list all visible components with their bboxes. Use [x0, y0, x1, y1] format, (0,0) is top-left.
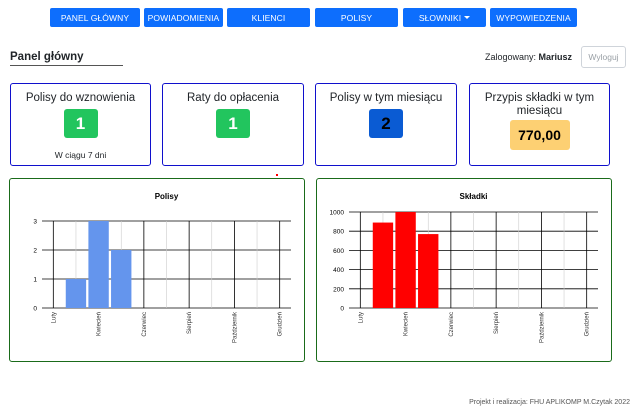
policies-chart-bar — [88, 221, 109, 308]
card-renewals-value: 1 — [63, 109, 98, 138]
main-nav: PANEL GŁÓWNY POWIADOMIENIA KLIENCI POLIS… — [0, 8, 640, 28]
card-renewals-title: Polisy do wznowienia — [25, 92, 136, 104]
premiums-chart-y-tick: 400 — [333, 267, 344, 274]
premiums-chart-bar — [372, 222, 394, 308]
logout-button[interactable]: Wyloguj — [581, 46, 626, 68]
premiums-chart-x-tick: Kwiecień — [404, 312, 410, 336]
premiums-chart-bar — [418, 234, 439, 308]
user-name: Mariusz — [538, 52, 573, 62]
nav-policies-label: POLISY — [340, 12, 373, 23]
premiums-chart-y-tick: 0 — [340, 306, 344, 313]
card-month-policies-value: 2 — [369, 109, 403, 138]
premiums-chart-x-tick: Grudzień — [585, 312, 591, 336]
policies-chart-x-tick: Luty — [51, 312, 57, 323]
footer-credits: Projekt i realizacja: FHU APLIKOMP M.Czy… — [469, 399, 630, 406]
policies-chart-bar — [65, 279, 87, 308]
premiums-chart-x-tick: Luty — [358, 312, 364, 323]
caret-down-icon — [464, 16, 471, 19]
nav-dictionaries-dropdown[interactable]: SŁOWNIKI — [403, 8, 486, 27]
nav-policies-button[interactable]: POLISY — [315, 8, 398, 27]
card-installments-title: Raty do opłacenia — [186, 92, 280, 104]
policies-chart-x-tick: Grudzień — [278, 312, 284, 336]
policies-chart-y-tick: 0 — [33, 306, 37, 313]
premiums-chart-title: Składki — [459, 192, 487, 201]
nav-terminations-button[interactable]: WYPOWIEDZENIA — [490, 8, 577, 27]
policies-chart-x-tick: Kwiecień — [97, 312, 103, 336]
card-installments-value: 1 — [216, 109, 250, 138]
nav-notifications-button[interactable]: POWIADOMIENIA — [144, 8, 223, 27]
card-premium-value: 770,00 — [509, 120, 570, 150]
nav-home-button[interactable]: PANEL GŁÓWNY — [50, 8, 140, 27]
premiums-chart-x-tick: Sierpień — [494, 312, 500, 334]
nav-home-label: PANEL GŁÓWNY — [60, 12, 130, 23]
card-premium: Przypis składki w tym miesiącu 770,00 — [469, 83, 610, 166]
chart-policies: Polisy 0 1 2 3 Luty Kwiecień Czerwiec Sierpień Pa… — [33, 192, 291, 343]
policies-chart-x-tick: Czerwiec — [142, 312, 148, 337]
chart-policies-panel: Polisy 0 1 2 3 Luty Kwiecień Czerwiec Sierpień Pa… — [9, 178, 305, 362]
card-installments: Raty do opłacenia 1 — [162, 83, 304, 166]
policies-chart-bar — [111, 250, 132, 308]
policies-chart-y-tick: 1 — [33, 277, 37, 284]
card-renewals: Polisy do wznowienia 1 W ciągu 7 dni — [10, 83, 151, 166]
card-renewals-subtitle: W ciągu 7 dni — [54, 150, 107, 160]
policies-chart-title: Polisy — [155, 192, 179, 201]
login-info: Zalogowany: Mariusz — [485, 52, 572, 62]
nav-clients-button[interactable]: KLIENCI — [227, 8, 310, 27]
chart-premiums-panel: Składki 0 200 400 600 800 1000 Luty Kwiecień Czer… — [316, 178, 612, 362]
nav-clients-label: KLIENCI — [251, 12, 286, 23]
policies-chart-x-tick: Sierpień — [187, 312, 193, 334]
card-month-policies-title: Polisy w tym miesiącu — [329, 92, 443, 104]
premiums-chart-y-tick: 800 — [333, 229, 344, 236]
premiums-chart-bar — [395, 212, 416, 308]
premiums-chart-y-tick: 1000 — [330, 210, 345, 217]
nav-dictionaries-label: SŁOWNIKI — [418, 12, 462, 23]
chart-premiums: Składki 0 200 400 600 800 1000 Luty Kwiecień Czer… — [330, 192, 598, 343]
nav-terminations-label: WYPOWIEDZENIA — [496, 12, 571, 23]
policies-chart-x-tick: Październik — [232, 311, 238, 343]
policies-chart-y-tick: 3 — [33, 219, 37, 226]
policies-chart-y-tick: 2 — [33, 248, 37, 255]
nav-notifications-label: POWIADOMIENIA — [147, 12, 220, 23]
red-dot — [276, 174, 278, 176]
premiums-chart-x-tick: Czerwiec — [449, 312, 455, 337]
page-title: Panel główny — [10, 51, 123, 66]
card-premium-title: Przypis składki w tym miesiącu — [484, 92, 595, 117]
premiums-chart-y-tick: 200 — [333, 286, 344, 293]
card-month-policies: Polisy w tym miesiącu 2 — [315, 83, 457, 166]
premiums-chart-y-tick: 600 — [333, 248, 344, 255]
logged-label: Zalogowany: — [485, 52, 537, 62]
premiums-chart-x-tick: Październik — [539, 311, 545, 343]
